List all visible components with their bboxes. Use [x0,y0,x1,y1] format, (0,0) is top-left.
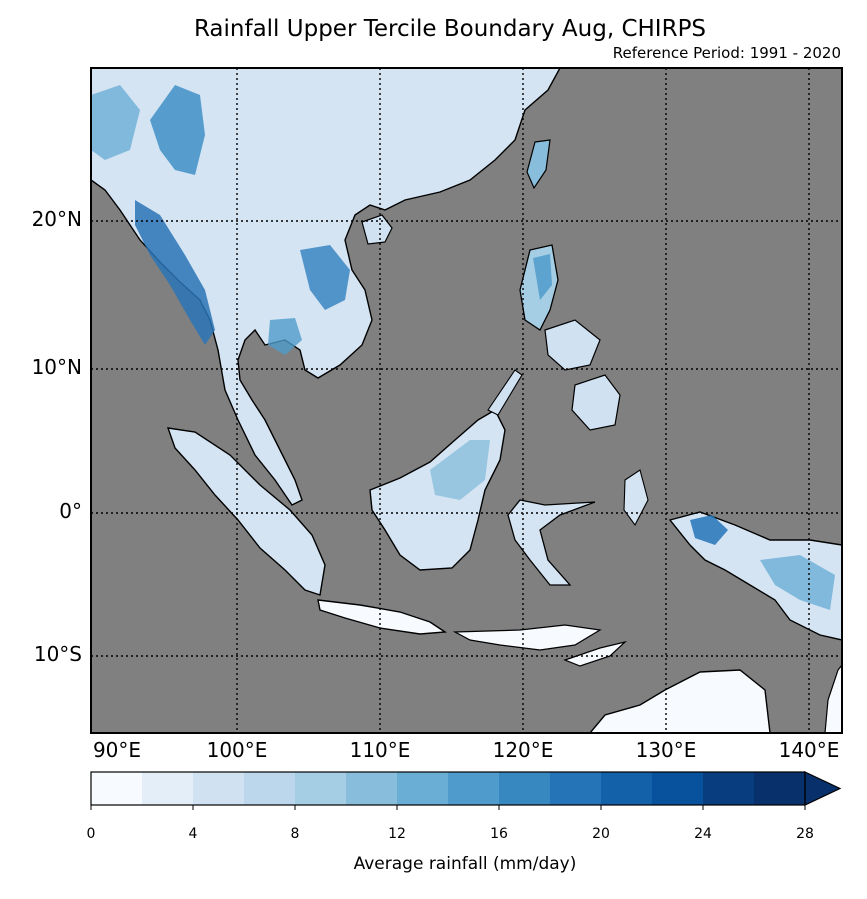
colorbar-tick: 8 [290,826,300,842]
colorbar-tick: 24 [694,826,712,842]
lat-label-20n: 20°N [31,207,82,231]
colorbar-segment [244,772,296,805]
map-subtitle: Reference Period: 1991 - 2020 [612,44,841,62]
colorbar-tick: 16 [490,826,508,842]
colorbar-segment [448,772,500,805]
landmass-lesser-sunda [452,624,602,651]
landmass-palawan [487,369,523,416]
rainfall-patch-luzon [533,254,552,300]
colorbar-tick: 28 [796,826,814,842]
landmass-sulawesi [507,499,596,586]
rainfall-patch-north [91,85,140,160]
colorbar-segment [193,772,245,805]
rainfall-patch-myanmar [150,85,205,175]
colorbar-outline [90,771,806,806]
colorbar-segment [703,772,755,805]
lon-label-120e: 120°E [492,738,554,762]
colorbar-segment [754,772,806,805]
landmass-taiwan [526,139,551,190]
map-frame [90,67,843,734]
rainfall-patch-laos [300,245,350,310]
colorbar-tick: 4 [188,826,198,842]
lon-label-100e: 100°E [206,738,268,762]
landmass-hainan [361,214,393,245]
colorbar-segment [91,772,143,805]
landmass-australia [589,669,771,733]
colorbar-segment [346,772,398,805]
colorbar-segment [601,772,653,805]
landmass-timor [563,640,628,667]
rainfall-patch-arakan [135,200,215,345]
colorbar-tick: 0 [86,826,96,842]
colorbar-tick: 20 [592,826,610,842]
lat-label-10n: 10°N [31,355,82,379]
lon-label-130e: 130°E [635,738,697,762]
colorbar-label: Average rainfall (mm/day) [353,854,577,874]
landmass-mindanao [571,374,621,431]
lon-label-110e: 110°E [349,738,411,762]
landmass-visayas [544,319,601,371]
rainfall-patch-new-guinea [690,515,728,545]
landmass-sumatra [166,427,326,596]
lat-label-10s: 10°S [33,642,82,666]
landmass-cape-york [824,664,842,733]
colorbar-segment [295,772,347,805]
map-title: Rainfall Upper Tercile Boundary Aug, CHI… [193,16,707,42]
rainfall-patch-png [760,555,835,610]
map-area [91,68,842,733]
rainfall-patch-cambodia [268,318,302,355]
colorbar-segment [397,772,449,805]
rainfall-patch-borneo [430,440,490,500]
colorbar-segment [550,772,602,805]
lat-label-0: 0° [59,499,82,523]
lon-label-90e: 90°E [92,738,142,762]
colorbar-extend-arrow [804,771,842,806]
colorbar-segment [499,772,551,805]
colorbar-segment [652,772,704,805]
colorbar [90,771,842,810]
colorbar-tick: 12 [388,826,406,842]
colorbar-segment [142,772,194,805]
lon-label-140e: 140°E [778,738,840,762]
graticule [91,68,842,733]
